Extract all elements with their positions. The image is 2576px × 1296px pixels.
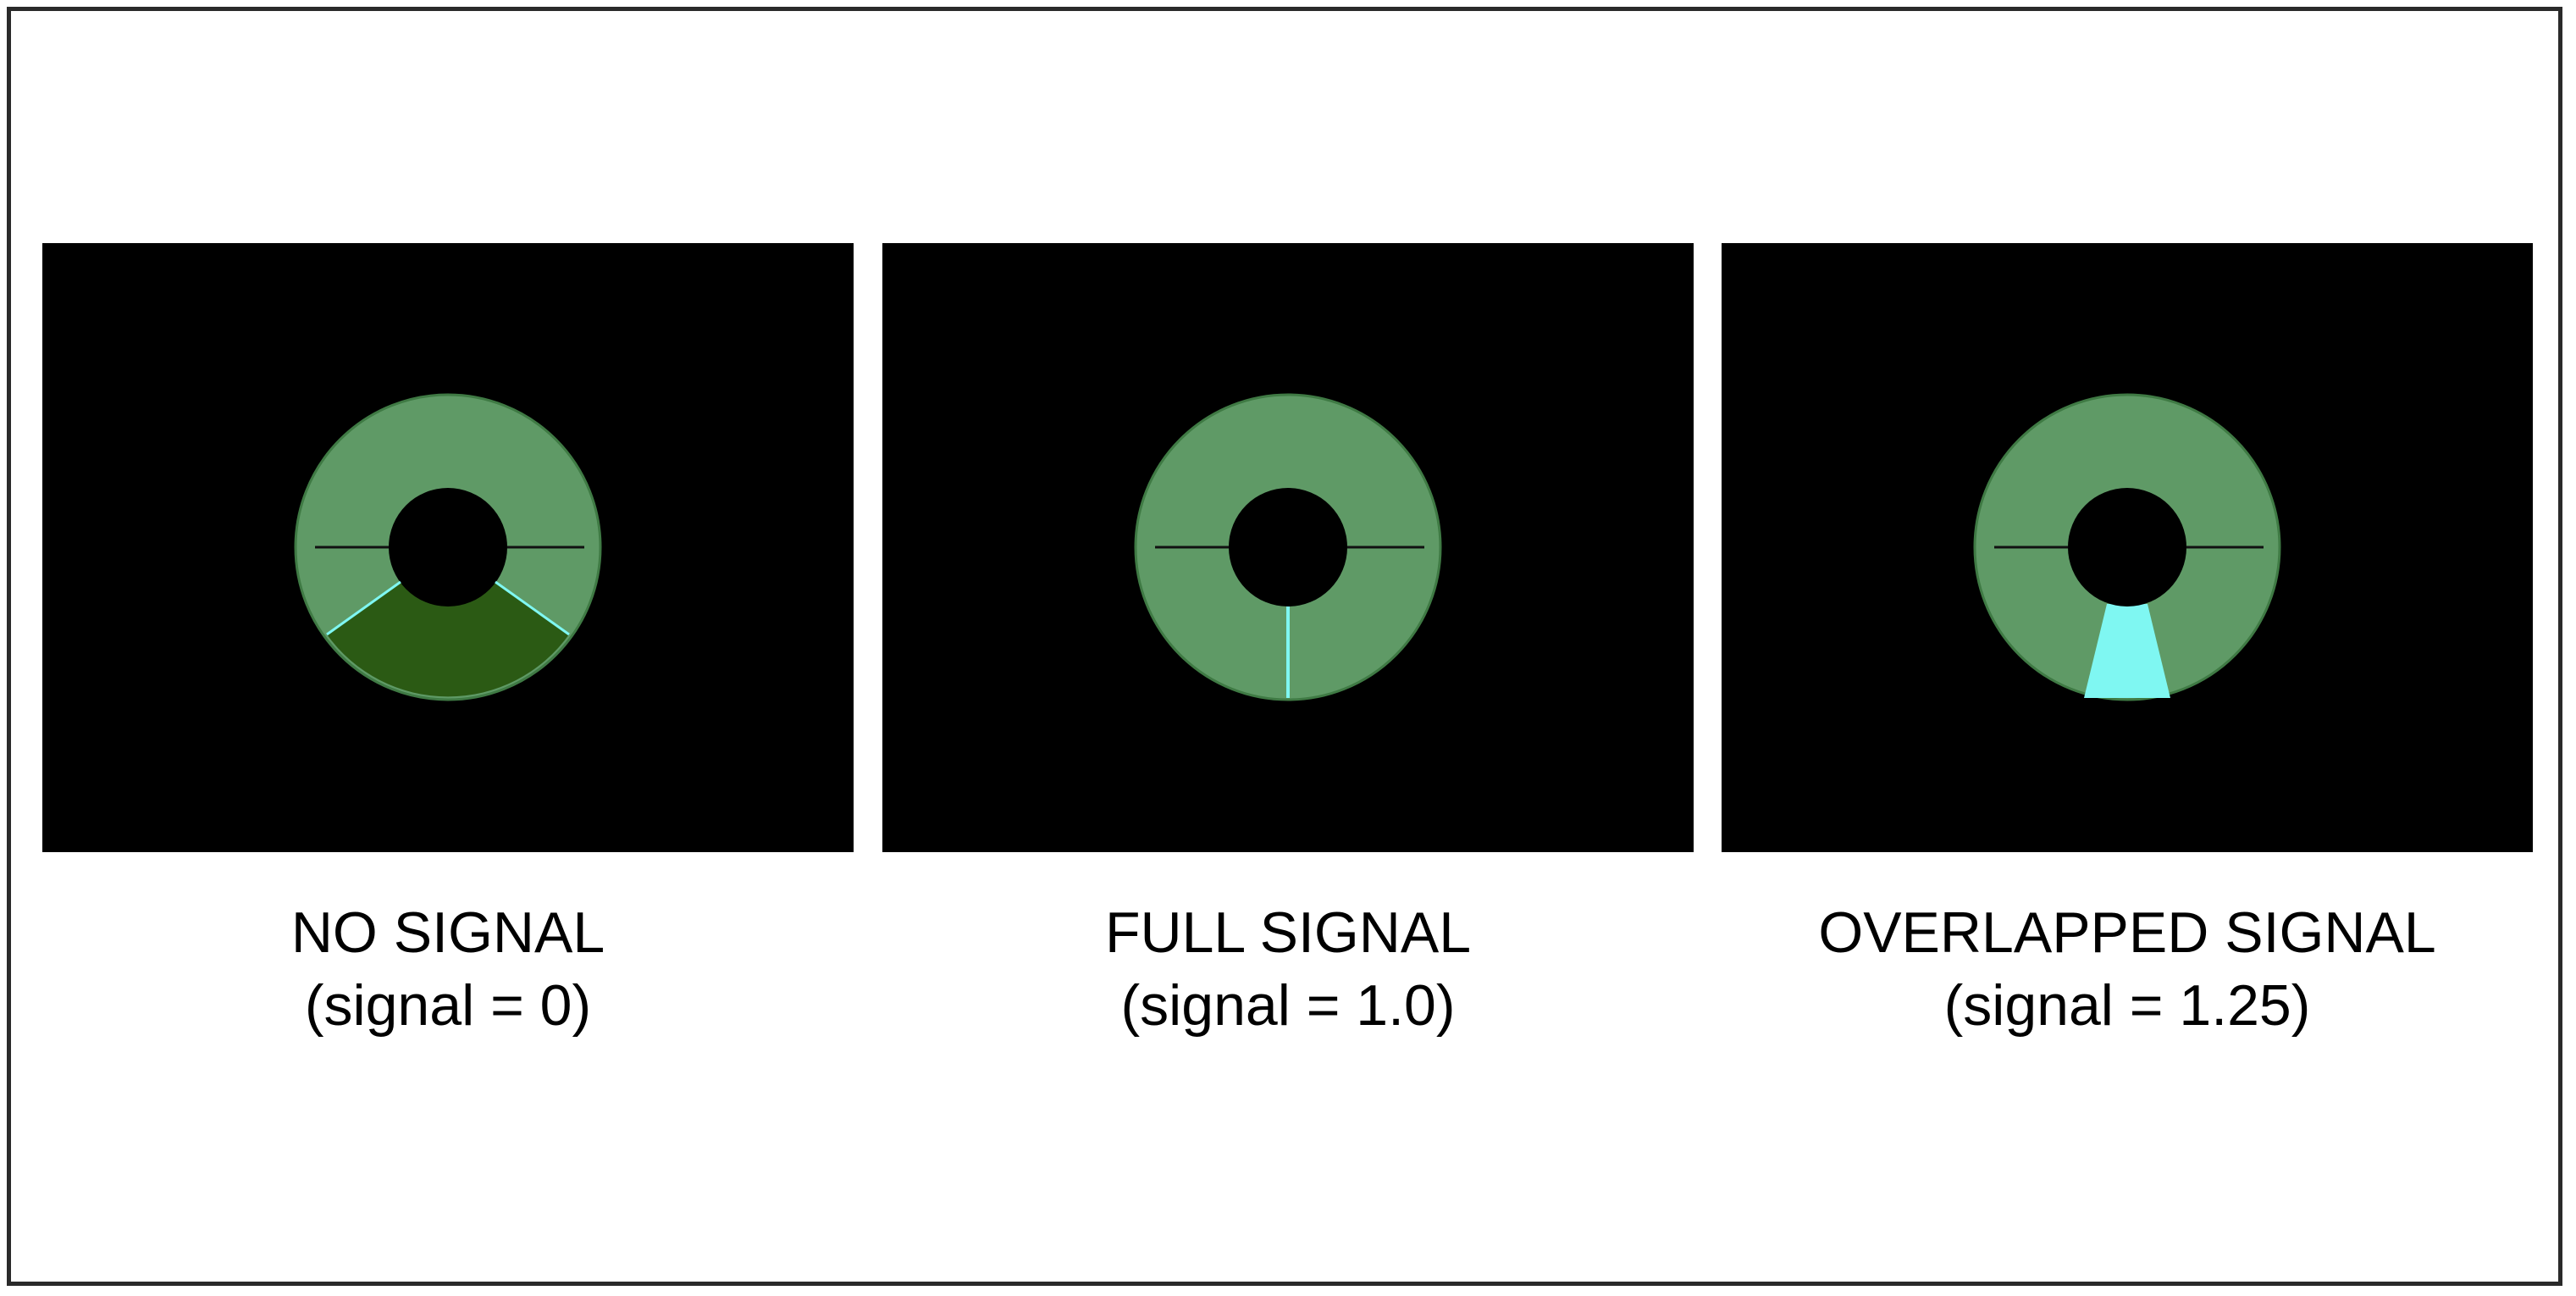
- right-signal-edge: [495, 580, 570, 636]
- no-signal-ring-diagram: [294, 393, 602, 701]
- caption-overlapped-signal: OVERLAPPED SIGNAL (signal = 1.25): [1722, 896, 2533, 1042]
- caption-title: FULL SIGNAL: [1104, 900, 1472, 965]
- overlapped-signal-ring-diagram: [1973, 393, 2281, 701]
- caption-no-signal: NO SIGNAL (signal = 0): [42, 896, 854, 1042]
- caption-subtitle: (signal = 0): [304, 973, 592, 1038]
- panel-overlapped-signal: [1722, 243, 2533, 852]
- panel-no-signal: [42, 243, 854, 852]
- inner-hole: [389, 488, 507, 606]
- caption-title: OVERLAPPED SIGNAL: [1818, 900, 2436, 965]
- uncovered-sector: [327, 547, 569, 697]
- full-signal-ring-diagram: [1134, 393, 1442, 701]
- inner-hole: [1229, 488, 1347, 606]
- inner-hole: [2068, 488, 2186, 606]
- overlap-wedge: [2084, 604, 2170, 698]
- caption-subtitle: (signal = 1.25): [1943, 973, 2311, 1038]
- caption-full-signal: FULL SIGNAL (signal = 1.0): [882, 896, 1694, 1042]
- panel-full-signal: [882, 243, 1694, 852]
- caption-subtitle: (signal = 1.0): [1120, 973, 1456, 1038]
- caption-title: NO SIGNAL: [290, 900, 605, 965]
- left-signal-edge: [326, 580, 401, 636]
